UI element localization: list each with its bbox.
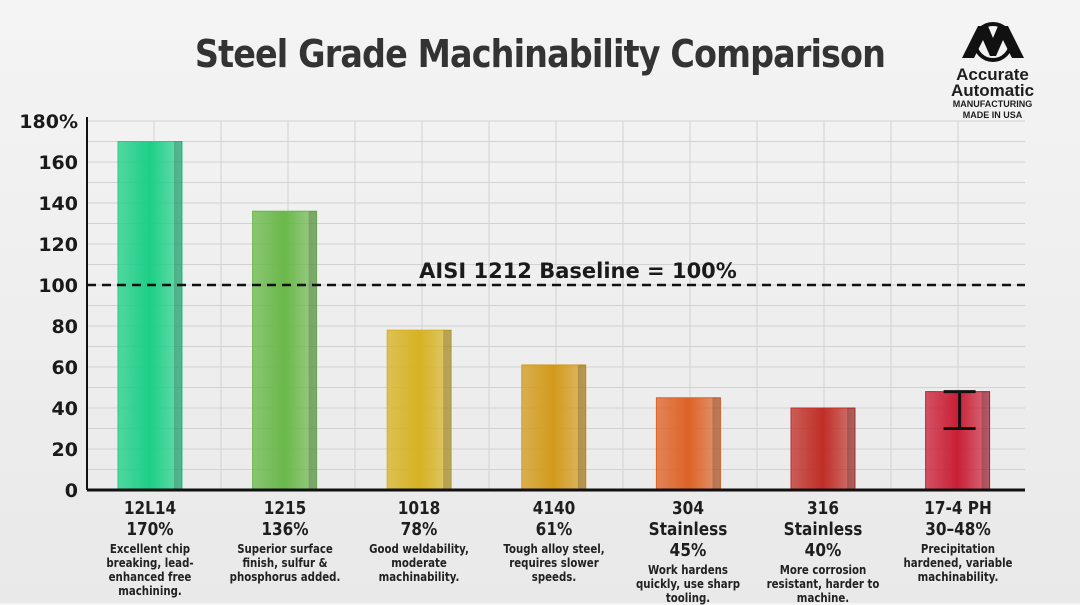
category-description: Superior surface finish, sulfur & phosph… (229, 542, 340, 584)
y-tick-label: 40 (52, 398, 78, 420)
bar-17-4-ph (925, 391, 991, 491)
y-tick-label: 120 (38, 234, 78, 256)
category-description: Excellent chip breaking, lead-enhanced f… (106, 542, 194, 598)
logo-line2: Automatic (950, 81, 1035, 100)
bar-1215 (252, 210, 318, 491)
category-name: 4140 (532, 498, 576, 519)
category-description: Good weldability, moderate machinability… (369, 542, 470, 584)
category-label: 1018 78% Good weldability, moderate machin… (351, 498, 487, 584)
category-label: 4140 61% Tough alloy steel, requires slowe… (486, 498, 622, 584)
category-name: 1215 (263, 498, 306, 519)
bar-316-stainless (790, 407, 856, 491)
value-label: 170% (126, 519, 174, 540)
category-label: 304 Stainless 45% Work hardens quickly, us… (620, 498, 756, 605)
y-tick-label: 100 (38, 275, 78, 297)
bar-side-shade (981, 391, 990, 490)
category-name: 12L14 (123, 498, 177, 519)
logo-line4: MADE IN USA (962, 110, 1023, 120)
logo-line1: Accurate (956, 65, 1029, 84)
category-name: 1018 (397, 498, 441, 519)
category-description: Work hardens quickly, use sharp tooling. (636, 563, 741, 605)
category-label: 17-4 PH 30–48% Precipitation hardened, var… (890, 498, 1026, 584)
value-label: 136% (260, 519, 309, 540)
baseline-label: AISI 1212 Baseline = 100% (419, 259, 737, 283)
bar-1018 (386, 329, 452, 491)
bar-side-shade (712, 397, 721, 490)
category-name: 316 Stainless (783, 498, 863, 540)
bar-side-shade (308, 211, 317, 490)
bar-side-shade (174, 141, 182, 490)
y-tick-label: 20 (52, 439, 78, 461)
category-name: 304 Stainless (649, 498, 728, 540)
bar-4140 (521, 364, 587, 491)
value-label: 45% (670, 540, 707, 561)
y-tick-label: 180% (19, 111, 78, 133)
category-label: 1215 136% Superior surface finish, sulfur … (217, 498, 353, 584)
bar-side-shade (847, 408, 855, 490)
y-tick-label: 80 (52, 316, 78, 338)
value-label: 40% (804, 540, 842, 561)
logo-mark-icon (961, 22, 1024, 62)
chart-title: Steel Grade Machinability Comparison (194, 32, 886, 76)
category-label: 316 Stainless 40% More corrosion resistant… (755, 498, 891, 605)
category-description: Precipitation hardened, variable machina… (903, 542, 1013, 584)
category-description: Tough alloy steel, requires slower speed… (503, 542, 605, 584)
bar-12l14 (117, 141, 183, 491)
category-description: More corrosion resistant, harder to mach… (766, 563, 880, 605)
value-label: 61% (535, 519, 573, 540)
logo-line3: MANUFACTURING (952, 99, 1033, 109)
bar-304-stainless (655, 397, 721, 491)
value-label: 78% (400, 519, 438, 540)
category-label: 12L14 170% Excellent chip breaking, lead-e… (82, 498, 218, 598)
bar-side-shade (443, 330, 452, 490)
category-name: 17-4 PH (923, 498, 992, 519)
y-tick-label: 140 (38, 193, 78, 215)
y-tick-label: 160 (38, 152, 78, 174)
company-logo: Accurate Automatic MANUFACTURING MADE IN… (930, 22, 1055, 121)
y-tick-label: 0 (65, 480, 78, 502)
y-tick-label: 60 (52, 357, 78, 379)
value-label: 30–48% (924, 519, 991, 540)
bar-side-shade (577, 364, 586, 490)
